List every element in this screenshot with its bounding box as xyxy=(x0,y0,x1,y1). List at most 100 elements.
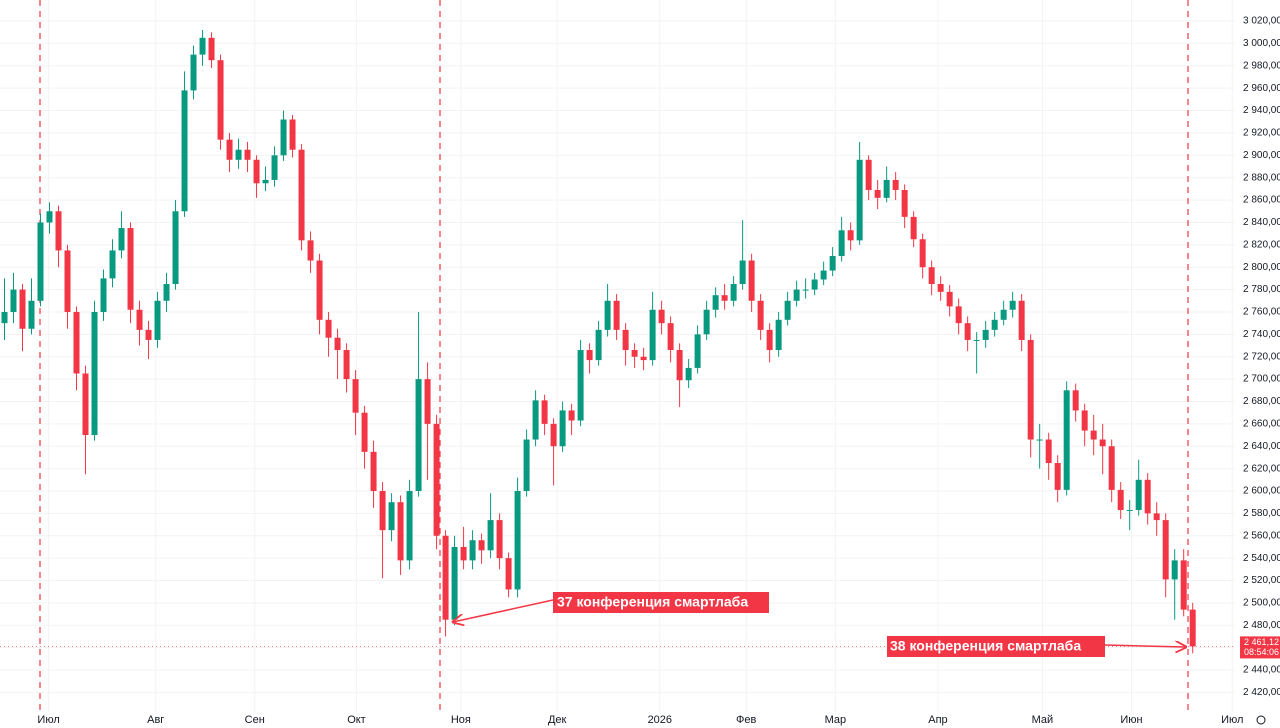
candle-body xyxy=(397,502,404,561)
candle-body xyxy=(424,379,431,424)
candle-body xyxy=(433,423,440,536)
candle-body xyxy=(784,300,791,320)
candle-body xyxy=(1117,489,1124,511)
candle-body xyxy=(1000,309,1007,320)
annotation-arrow xyxy=(1104,645,1186,647)
candle-body xyxy=(595,329,602,361)
candle-body xyxy=(406,491,413,561)
candle-body xyxy=(541,400,548,424)
y-tick-label: 2 520,00 xyxy=(1243,575,1280,586)
y-tick-label: 2 420,00 xyxy=(1243,687,1280,698)
candle-body xyxy=(865,159,872,191)
candle-body xyxy=(928,267,935,284)
candle-body xyxy=(586,350,593,361)
candle-body xyxy=(991,319,998,330)
candle-body xyxy=(613,300,620,330)
y-tick-label: 2 840,00 xyxy=(1243,217,1280,228)
candle-body xyxy=(640,356,647,361)
x-tick-label: Июн xyxy=(1120,714,1142,726)
candle-body xyxy=(289,119,296,150)
candle-body xyxy=(1072,390,1079,411)
candle-body xyxy=(73,311,80,374)
x-tick-label: Мар xyxy=(825,714,847,726)
candle-body xyxy=(37,222,44,301)
candle-body xyxy=(1144,479,1151,514)
candle-body xyxy=(667,323,674,351)
settings-icon[interactable] xyxy=(1256,715,1266,725)
candle-body xyxy=(1180,560,1187,610)
x-tick-label: Сен xyxy=(245,714,265,726)
candle-body xyxy=(1189,609,1196,647)
candle-body xyxy=(1054,463,1061,490)
candle-body xyxy=(793,289,800,301)
annotation-arrow xyxy=(453,599,554,622)
candle-body xyxy=(379,491,386,531)
x-tick-label: Авг xyxy=(147,714,164,726)
x-tick-label: Фев xyxy=(736,714,756,726)
candle-body xyxy=(694,334,701,368)
candle-body xyxy=(748,260,755,301)
candle-body xyxy=(262,179,269,184)
candle-body xyxy=(973,339,980,341)
candle-body xyxy=(1045,439,1052,464)
candle-body xyxy=(19,289,26,329)
candle-body xyxy=(154,300,161,340)
x-tick-label: Ноя xyxy=(451,714,471,726)
candle-body xyxy=(244,149,251,160)
candle-body xyxy=(649,309,656,361)
y-tick-label: 2 720,00 xyxy=(1243,351,1280,362)
candle-body xyxy=(802,289,809,291)
candle-body xyxy=(847,230,854,241)
candle-body xyxy=(1171,560,1178,580)
y-tick-label: 2 580,00 xyxy=(1243,508,1280,519)
candle-body xyxy=(856,159,863,241)
candle-body xyxy=(172,211,179,284)
candle-body xyxy=(460,546,467,561)
candle-body xyxy=(325,319,332,338)
y-tick-label: 2 800,00 xyxy=(1243,262,1280,273)
candle-body xyxy=(388,502,395,531)
y-tick-label: 2 920,00 xyxy=(1243,128,1280,139)
candle-body xyxy=(910,216,917,240)
candle-body xyxy=(28,300,35,329)
candle-body xyxy=(631,350,638,357)
candle-body xyxy=(226,139,233,160)
candle-body xyxy=(712,295,719,310)
candle-body xyxy=(298,149,305,241)
candle-body xyxy=(757,300,764,330)
candle-body xyxy=(127,228,134,310)
y-tick-label: 2 900,00 xyxy=(1243,150,1280,161)
candle-body xyxy=(370,451,377,492)
candle-body xyxy=(1099,439,1106,447)
annotation: 38 конференция смартлаба xyxy=(890,638,1081,654)
candle-body xyxy=(415,379,422,492)
candle-body xyxy=(91,311,98,436)
candle-body xyxy=(721,295,728,301)
candle-body xyxy=(199,37,206,55)
candle-body xyxy=(523,439,530,492)
y-tick-label: 2 680,00 xyxy=(1243,396,1280,407)
candle-body xyxy=(883,179,890,198)
candle-body xyxy=(271,155,278,180)
candle-body xyxy=(505,558,512,590)
y-tick-label: 2 760,00 xyxy=(1243,307,1280,318)
candle-body xyxy=(1036,439,1043,441)
candle-body xyxy=(1153,513,1160,521)
candle-body xyxy=(46,211,53,223)
price-tag xyxy=(1240,636,1280,659)
candle-body xyxy=(1018,300,1025,340)
x-tick-label: 2026 xyxy=(648,714,672,726)
y-tick-label: 2 600,00 xyxy=(1243,486,1280,497)
candle-body xyxy=(730,283,737,301)
candle-body xyxy=(64,250,71,312)
candle-body xyxy=(361,412,368,452)
candle-body xyxy=(1108,446,1115,490)
candle-body xyxy=(892,179,899,191)
candle-body xyxy=(1162,520,1169,580)
candle-body xyxy=(532,400,539,440)
candle-body xyxy=(451,546,458,620)
candle-body xyxy=(946,291,953,307)
candle-body xyxy=(1,311,8,324)
candle-body xyxy=(658,309,665,324)
